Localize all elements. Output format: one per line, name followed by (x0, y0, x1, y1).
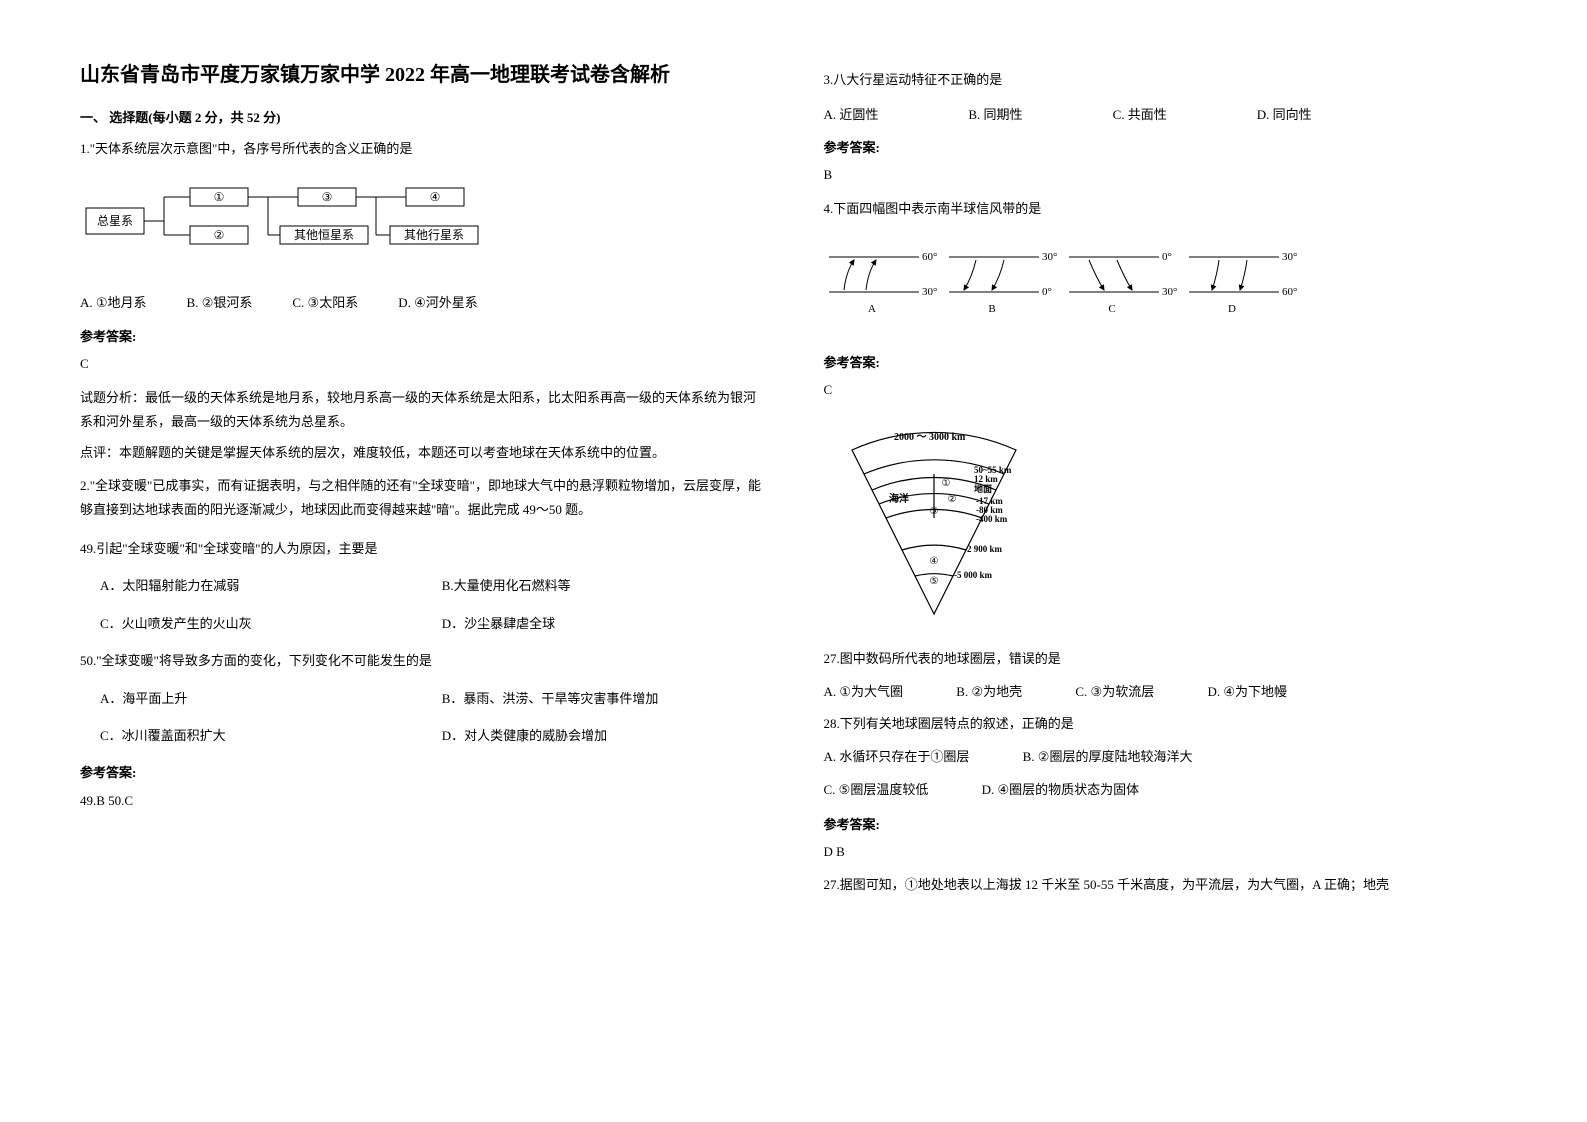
q2-50-opt-d: D．对人类健康的威胁会增加 (442, 724, 764, 747)
q5-explanation: 27.据图可知，①地处地表以上海拔 12 千米至 50-55 千米高度，为平流层… (824, 873, 1508, 898)
exam-title: 山东省青岛市平度万家镇万家中学 2022 年高一地理联考试卷含解析 (80, 60, 764, 90)
svg-text:②: ② (947, 494, 956, 505)
q2-answer-label: 参考答案: (80, 761, 764, 784)
q27-stem: 27.图中数码所代表的地球圈层，错误的是 (824, 647, 1508, 672)
svg-text:60°: 60° (1282, 286, 1297, 298)
q27-opt-c: C. ③为软流层 (1075, 680, 1154, 705)
svg-text:D: D (1228, 303, 1236, 315)
q3-opt-a: A. 近圆性 (824, 103, 879, 126)
q1-answer: C (80, 352, 764, 375)
svg-text:③: ③ (322, 190, 333, 204)
svg-text:其他行星系: 其他行星系 (404, 228, 464, 242)
q4-answer-label: 参考答案: (824, 351, 1508, 374)
q2-sub49: 49.引起"全球变暖"和"全球变暗"的人为原因，主要是 (80, 537, 764, 560)
q2-50-opt-c: C．冰川覆盖面积扩大 (100, 724, 422, 747)
hierarchy-diagram: 总星系 ① ② ③ 其他恒星系 ④ 其他行星系 (80, 182, 480, 262)
q27-options: A. ①为大气圈 B. ②为地壳 C. ③为软流层 D. ④为下地幔 (824, 680, 1508, 705)
q28-opt-c: C. ⑤圈层温度较低 (824, 778, 929, 803)
svg-text:地面: 地面 (974, 483, 992, 494)
q2-49-opt-b: B.大量使用化石燃料等 (442, 574, 764, 597)
q4-answer: C (824, 378, 1508, 401)
svg-text:其他恒星系: 其他恒星系 (294, 228, 354, 242)
q2-49-opt-a: A．太阳辐射能力在减弱 (100, 574, 422, 597)
q1-explanation-1: 试题分析：最低一级的天体系统是地月系，较地月系高一级的天体系统是太阳系，比太阳系… (80, 386, 764, 435)
q28-opt-d: D. ④圈层的物质状态为固体 (982, 778, 1140, 803)
svg-text:-2 900 km: -2 900 km (964, 544, 1003, 554)
q27-opt-b: B. ②为地壳 (956, 680, 1022, 705)
svg-text:30°: 30° (1042, 251, 1057, 263)
wind-belt-diagram: 60° 30° 30° 0° 0° 30° 30° 60° A B C D (824, 242, 1304, 322)
q3-opt-c: C. 共面性 (1113, 103, 1167, 126)
left-column: 山东省青岛市平度万家镇万家中学 2022 年高一地理联考试卷含解析 一、 选择题… (80, 60, 764, 904)
svg-text:C: C (1108, 303, 1115, 315)
svg-text:-400 km: -400 km (976, 514, 1008, 524)
q1-opt-d: D. ④河外星系 (398, 291, 478, 314)
q2-stem: 2."全球变暖"已成事实，而有证据表明，与之相伴随的还有"全球变暗"，即地球大气… (80, 474, 764, 523)
q27-opt-a: A. ①为大气圈 (824, 680, 904, 705)
q1-explanation-2: 点评：本题解题的关键是掌握天体系统的层次，难度较低，本题还可以考查地球在天体系统… (80, 441, 764, 466)
q27-opt-d: D. ④为下地幔 (1207, 680, 1287, 705)
q2-49-opt-d: D．沙尘暴肆虐全球 (442, 612, 764, 635)
q3-answer-label: 参考答案: (824, 136, 1508, 159)
svg-text:30°: 30° (1162, 286, 1177, 298)
svg-text:A: A (868, 303, 876, 315)
q28-opt-b: B. ②圈层的厚度陆地较海洋大 (1023, 745, 1193, 770)
section-heading: 一、 选择题(每小题 2 分，共 52 分) (80, 106, 764, 129)
svg-text:0°: 0° (1162, 251, 1172, 263)
svg-text:②: ② (214, 228, 225, 242)
q2-sub50-options: A．海平面上升 B．暴雨、洪涝、干旱等灾害事件增加 C．冰川覆盖面积扩大 D．对… (80, 687, 764, 748)
svg-text:①: ① (941, 478, 950, 489)
q1-stem: 1."天体系统层次示意图"中，各序号所代表的含义正确的是 (80, 137, 764, 162)
svg-text:总星系: 总星系 (97, 214, 133, 228)
svg-text:30°: 30° (1282, 251, 1297, 263)
svg-text:③: ③ (929, 506, 938, 517)
q3-options: A. 近圆性 B. 同期性 C. 共面性 D. 同向性 (824, 103, 1508, 126)
q2-answer: 49.B 50.C (80, 789, 764, 812)
q4-stem: 4.下面四幅图中表示南半球信风带的是 (824, 197, 1508, 222)
q28-stem: 28.下列有关地球圈层特点的叙述，正确的是 (824, 712, 1508, 737)
svg-text:-5 000 km: -5 000 km (954, 570, 993, 580)
q1-answer-label: 参考答案: (80, 325, 764, 348)
q2-49-opt-c: C．火山喷发产生的火山灰 (100, 612, 422, 635)
q3-opt-d: D. 同向性 (1257, 103, 1312, 126)
q2-sub49-options: A．太阳辐射能力在减弱 B.大量使用化石燃料等 C．火山喷发产生的火山灰 D．沙… (80, 574, 764, 635)
q5-answer: D B (824, 840, 1508, 863)
q1-opt-a: A. ①地月系 (80, 291, 147, 314)
svg-text:0°: 0° (1042, 286, 1052, 298)
svg-text:B: B (988, 303, 995, 315)
q5-answer-label: 参考答案: (824, 813, 1508, 836)
svg-text:2000 ～ 3000 km: 2000 ～ 3000 km (894, 432, 966, 443)
right-column: 3.八大行星运动特征不正确的是 A. 近圆性 B. 同期性 C. 共面性 D. … (824, 60, 1508, 904)
svg-text:④: ④ (929, 556, 938, 567)
q28-opt-a: A. 水循环只存在于①圈层 (824, 745, 970, 770)
svg-text:海洋: 海洋 (889, 492, 909, 505)
q3-answer: B (824, 163, 1508, 186)
q1-options: A. ①地月系 B. ②银河系 C. ③太阳系 D. ④河外星系 (80, 291, 764, 314)
q1-opt-c: C. ③太阳系 (292, 291, 358, 314)
q3-opt-b: B. 同期性 (968, 103, 1022, 126)
q3-stem: 3.八大行星运动特征不正确的是 (824, 68, 1508, 93)
svg-text:30°: 30° (922, 286, 937, 298)
q2-sub50: 50."全球变暖"将导致多方面的变化，下列变化不可能发生的是 (80, 649, 764, 672)
q2-50-opt-b: B．暴雨、洪涝、干旱等灾害事件增加 (442, 687, 764, 710)
q28-options-line1: A. 水循环只存在于①圈层 B. ②圈层的厚度陆地较海洋大 (824, 745, 1508, 770)
svg-text:60°: 60° (922, 251, 937, 263)
earth-layers-diagram: 2000 ～ 3000 km ① 海洋 ② ③ ④ ⑤ 50~55 km 12 … (824, 424, 1044, 624)
svg-text:12 km: 12 km (974, 474, 998, 484)
svg-text:④: ④ (430, 190, 441, 204)
q1-opt-b: B. ②银河系 (187, 291, 253, 314)
svg-text:①: ① (214, 190, 225, 204)
svg-text:⑤: ⑤ (929, 576, 938, 587)
q2-50-opt-a: A．海平面上升 (100, 687, 422, 710)
q28-options-line2: C. ⑤圈层温度较低 D. ④圈层的物质状态为固体 (824, 778, 1508, 803)
